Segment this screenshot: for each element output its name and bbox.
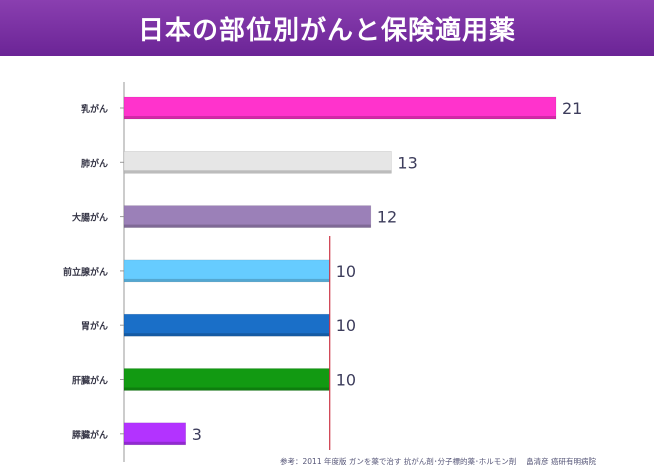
bar-shadow (124, 387, 330, 391)
bar-shadow (124, 170, 392, 174)
bar-shadow (124, 333, 330, 337)
bar-shadow (124, 278, 330, 282)
bar (123, 368, 331, 391)
title-banner: 日本の部位別がんと保険適用薬 (0, 0, 654, 56)
category-label: 肝臓がん (72, 375, 108, 387)
bar (123, 205, 372, 228)
data-label: 12 (377, 208, 397, 227)
bar-shadow (124, 116, 556, 119)
category-label: 胃がん (81, 320, 108, 332)
data-label: 10 (336, 371, 356, 390)
bar-shadow (124, 224, 371, 228)
bar (123, 259, 331, 283)
bar (123, 313, 331, 337)
data-label: 10 (336, 316, 356, 335)
chart-title: 日本の部位別がんと保険適用薬 (137, 15, 516, 46)
category-label: 前立腺がん (63, 266, 108, 278)
category-label: 肺がん (81, 157, 108, 169)
data-label: 3 (192, 425, 202, 444)
source-footnote: 参考：2011 年度版 ガンを薬で治す 抗がん剤･分子標的薬･ホルモン剤 畠清彦… (280, 457, 597, 466)
category-label: 大腸がん (72, 212, 108, 224)
bar-shadow (124, 441, 186, 445)
data-label: 13 (397, 153, 417, 172)
category-label: 膵臓がん (72, 429, 108, 441)
data-label: 21 (562, 99, 582, 118)
data-label: 10 (336, 262, 356, 281)
bar (123, 96, 557, 120)
bar (123, 151, 392, 174)
category-label: 乳がん (81, 103, 108, 115)
bar (123, 422, 187, 446)
